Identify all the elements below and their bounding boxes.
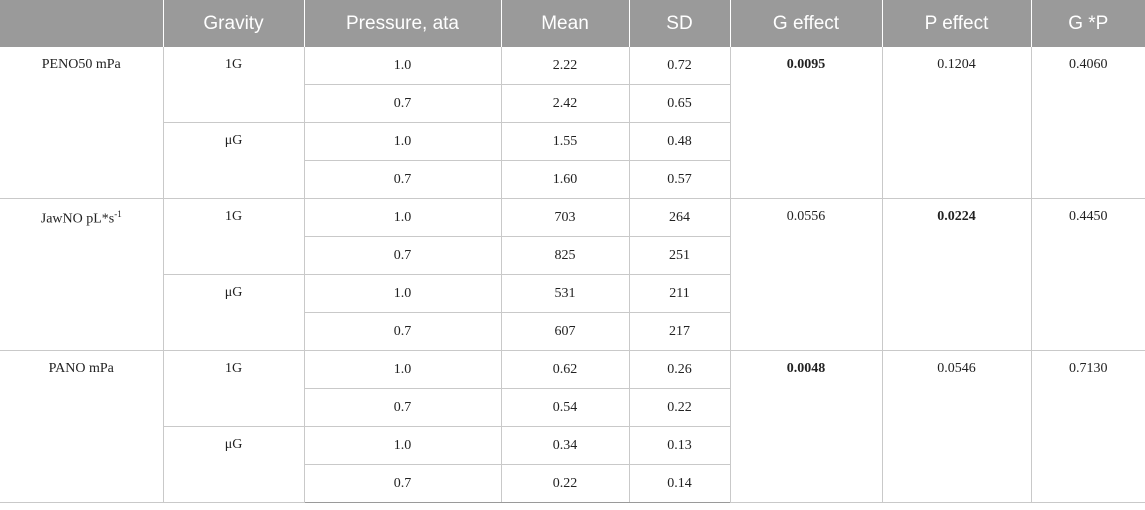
sd-cell: 0.22 <box>628 388 730 427</box>
measure-label: PENO50 mPa <box>0 47 163 199</box>
table-row: μG 1.0 1.55 0.48 <box>0 122 1145 199</box>
pressure-cell: 1.0 <box>303 47 501 85</box>
table-row: PANO mPa 1G 1.0 0.62 0.26 0.0048 0.0546 0.7130 <box>0 350 1145 503</box>
measure-label: JawNO pL*s-1 <box>0 198 163 351</box>
table-row: μG 1.0 0.34 0.13 <box>0 426 1145 503</box>
table-body: PENO50 mPa 1G 1.0 2.22 0.72 0.0095 0.1204 0.406… <box>0 47 1145 503</box>
mean-cell: 0.62 <box>500 350 629 389</box>
mean-cell: 1.60 <box>500 160 629 199</box>
mean-cell: 607 <box>500 312 629 351</box>
pressure-cell: 0.7 <box>303 84 501 123</box>
gravity-label: μG <box>162 274 304 351</box>
table-row: μG 1.0 531 211 <box>0 274 1145 351</box>
table-row: 0.7 0.22 0.14 <box>0 464 1145 503</box>
sd-cell: 0.72 <box>628 47 730 85</box>
mean-cell: 0.34 <box>500 426 629 465</box>
interaction-cell: 0.7130 <box>1030 350 1145 503</box>
sd-cell: 0.26 <box>628 350 730 389</box>
sd-cell: 0.48 <box>628 122 730 161</box>
mean-cell: 531 <box>500 274 629 313</box>
mean-cell: 825 <box>500 236 629 275</box>
mean-cell: 1.55 <box>500 122 629 161</box>
pressure-cell: 0.7 <box>303 388 501 427</box>
table-row: JawNO pL*s-1 1G 1.0 703 264 0.0556 0.0224 0.445… <box>0 198 1145 351</box>
p-effect-cell: 0.0546 <box>881 350 1031 503</box>
gravity-label: 1G <box>162 350 304 427</box>
measure-label-text: JawNO pL*s <box>40 211 115 227</box>
pressure-cell: 1.0 <box>303 426 501 465</box>
header-sd: SD <box>629 0 731 47</box>
sd-cell: 217 <box>628 312 730 351</box>
sd-cell: 0.57 <box>628 160 730 199</box>
pressure-cell: 0.7 <box>303 312 501 351</box>
measure-label-text: PANO mPa <box>48 361 114 376</box>
header-empty <box>0 0 164 47</box>
p-effect-cell: 0.0224 <box>881 198 1031 351</box>
sd-cell: 0.14 <box>628 464 730 503</box>
pressure-cell: 0.7 <box>303 464 501 503</box>
header-mean: Mean <box>501 0 630 47</box>
mean-cell: 703 <box>500 198 629 237</box>
sd-cell: 211 <box>628 274 730 313</box>
g-effect-cell: 0.0556 <box>729 198 882 351</box>
measure-label-superscript: -1 <box>114 209 122 219</box>
sd-cell: 0.13 <box>628 426 730 465</box>
table-row: 0.7 2.42 0.65 <box>0 84 1145 123</box>
pressure-cell: 1.0 <box>303 198 501 237</box>
table-row: 0.7 607 217 <box>0 312 1145 351</box>
measure-label-text: PENO50 mPa <box>41 57 121 72</box>
mean-cell: 0.54 <box>500 388 629 427</box>
header-p-effect: P effect <box>882 0 1032 47</box>
gravity-label: 1G <box>162 198 304 275</box>
mean-cell: 2.42 <box>500 84 629 123</box>
pressure-cell: 1.0 <box>303 274 501 313</box>
header-g-effect: G effect <box>730 0 883 47</box>
table-header: Gravity Pressure, ata Mean SD G effect P effe… <box>0 0 1145 47</box>
header-gravity: Gravity <box>163 0 305 47</box>
header-gxp: G *P <box>1031 0 1145 47</box>
gravity-label: μG <box>162 426 304 503</box>
table-row: PENO50 mPa 1G 1.0 2.22 0.72 0.0095 0.1204 0.406… <box>0 47 1145 199</box>
sd-cell: 0.65 <box>628 84 730 123</box>
sd-cell: 251 <box>628 236 730 275</box>
mean-cell: 2.22 <box>500 47 629 85</box>
pressure-cell: 1.0 <box>303 122 501 161</box>
gravity-label: μG <box>162 122 304 199</box>
interaction-cell: 0.4450 <box>1030 198 1145 351</box>
g-effect-cell: 0.0048 <box>729 350 882 503</box>
table-row: 0.7 0.54 0.22 <box>0 388 1145 427</box>
pressure-cell: 0.7 <box>303 160 501 199</box>
table-row: 0.7 825 251 <box>0 236 1145 275</box>
interaction-cell: 0.4060 <box>1030 47 1145 199</box>
header-pressure: Pressure, ata <box>304 0 502 47</box>
table-row: 0.7 1.60 0.57 <box>0 160 1145 199</box>
pressure-cell: 1.0 <box>303 350 501 389</box>
mean-cell: 0.22 <box>500 464 629 503</box>
measure-label: PANO mPa <box>0 350 163 503</box>
sd-cell: 264 <box>628 198 730 237</box>
g-effect-cell: 0.0095 <box>729 47 882 199</box>
gravity-label: 1G <box>162 47 304 123</box>
p-effect-cell: 0.1204 <box>881 47 1031 199</box>
pressure-cell: 0.7 <box>303 236 501 275</box>
